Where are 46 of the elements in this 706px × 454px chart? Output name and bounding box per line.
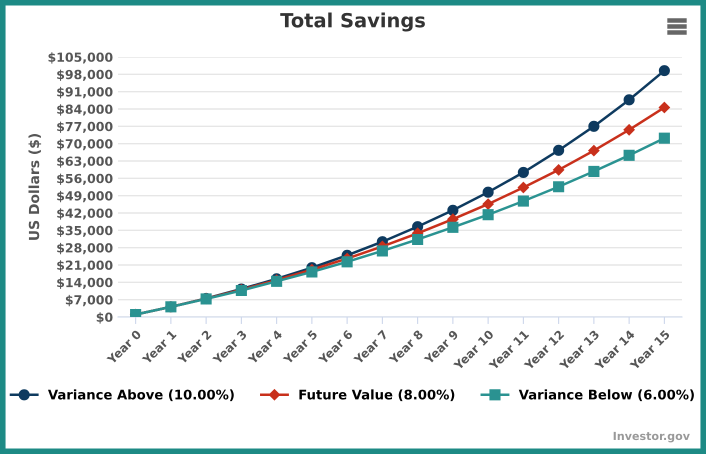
y-tick-label: $70,000 xyxy=(57,138,113,150)
y-tick-label: $28,000 xyxy=(57,242,113,254)
y-tick-label: $98,000 xyxy=(57,70,113,81)
point xyxy=(624,94,635,106)
point xyxy=(376,245,388,256)
point xyxy=(588,166,600,177)
point xyxy=(624,150,635,161)
point xyxy=(588,144,600,156)
y-tick-label: $91,000 xyxy=(57,86,113,98)
y-tick-label: $77,000 xyxy=(57,122,113,133)
y-tick-label: $56,000 xyxy=(57,174,113,185)
y-tick-label: $105,000 xyxy=(48,52,113,64)
y-tick-label: $63,000 xyxy=(57,156,113,168)
point xyxy=(482,186,494,198)
point xyxy=(658,102,670,114)
point xyxy=(588,120,600,132)
y-tick-label: $7,000 xyxy=(66,294,113,306)
point xyxy=(482,209,494,220)
point xyxy=(306,266,318,278)
legend-label: Variance Below (6.00%) xyxy=(518,389,694,402)
chart-title: Total Savings xyxy=(280,12,425,32)
y-tick-label: $35,000 xyxy=(57,226,113,237)
y-tick-label: $84,000 xyxy=(57,104,113,116)
point xyxy=(482,198,494,210)
point xyxy=(447,204,458,216)
text: Investor.gov xyxy=(614,432,690,442)
legend-label: Future Value (8.00%) xyxy=(299,389,454,402)
point xyxy=(518,196,529,207)
y-tick-label: $14,000 xyxy=(57,278,113,289)
point xyxy=(518,182,529,194)
point xyxy=(553,164,564,176)
legend-label: Variance Above (10.00%) xyxy=(48,389,234,402)
point xyxy=(518,166,529,178)
y-tick-label: $0 xyxy=(96,312,113,324)
y-axis-title: US Dollars ($) xyxy=(28,134,42,240)
point xyxy=(342,256,353,268)
point xyxy=(658,65,670,76)
point xyxy=(553,144,564,156)
point xyxy=(447,222,458,233)
y-tick-label: $49,000 xyxy=(57,190,113,202)
point xyxy=(412,234,424,246)
y-tick-label: $42,000 xyxy=(57,208,113,220)
point xyxy=(624,124,635,136)
y-tick-label: $21,000 xyxy=(57,260,113,272)
point xyxy=(553,181,564,192)
point xyxy=(658,132,670,144)
